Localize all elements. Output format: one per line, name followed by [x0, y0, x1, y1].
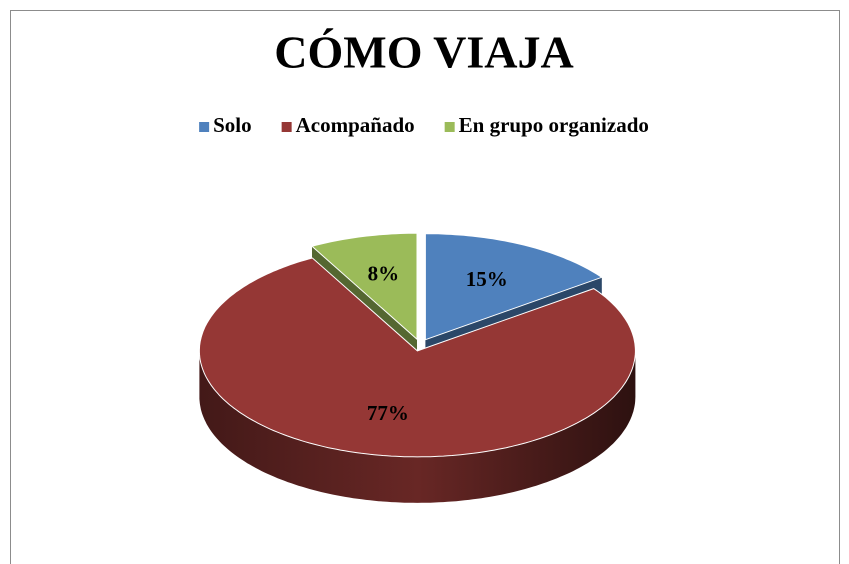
legend-swatch — [199, 122, 210, 132]
slice — [310, 232, 418, 341]
legend-label: Acompañado — [296, 113, 415, 137]
data-label: 8% — [368, 261, 400, 285]
legend-swatch — [444, 122, 455, 132]
legend-label: En grupo organizado — [459, 113, 649, 137]
slice-side — [199, 350, 636, 503]
slice — [424, 233, 603, 341]
data-label: 77% — [367, 401, 409, 425]
legend-swatch — [281, 122, 292, 132]
legend-label: Solo — [213, 113, 252, 137]
legend: Solo Acompañado En grupo organizado — [199, 113, 649, 137]
slice — [198, 257, 636, 458]
chart-title: CÓMO VIAJA — [274, 27, 573, 78]
data-label: 15% — [466, 267, 508, 291]
